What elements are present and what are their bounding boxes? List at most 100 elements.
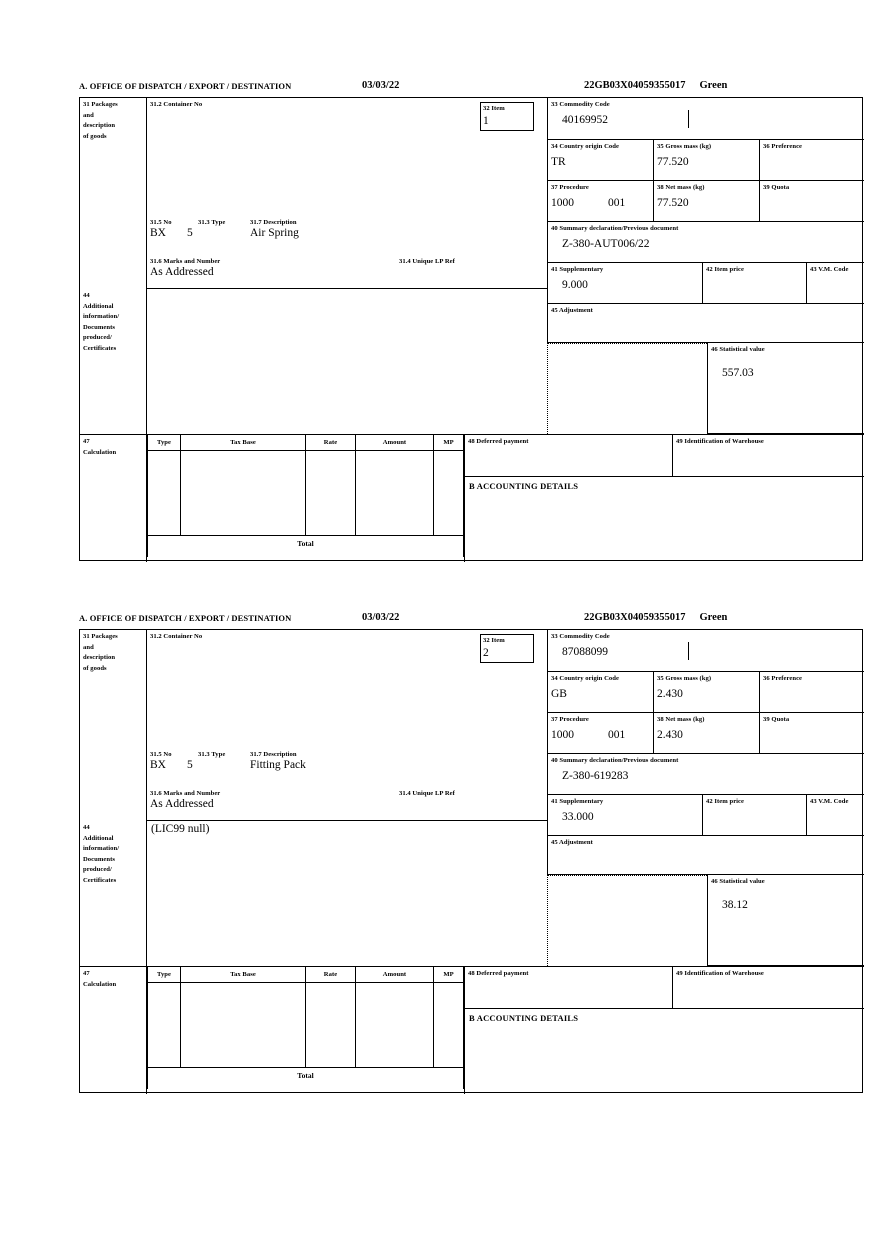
box44-label-line-4: produced/	[83, 334, 112, 341]
calc-cell-rate[interactable]	[306, 983, 356, 1068]
box41-value[interactable]: 33.000	[562, 811, 594, 823]
box44-label-line-4: produced/	[83, 866, 112, 873]
calc-col-header-tax-base: Tax Base	[181, 967, 306, 983]
box42-label: 42 Item price	[706, 266, 745, 273]
box42-item-price: 42 Item price	[703, 263, 807, 304]
box31-label-line-3: of goods	[83, 132, 107, 140]
box41-supplementary: 41 Supplementary 9.000	[547, 263, 703, 304]
box40-value[interactable]: Z-380-AUT006/22	[562, 238, 650, 250]
calc-cell-tax-base[interactable]	[181, 983, 306, 1068]
declaration-date: 03/03/22	[362, 612, 400, 623]
calc-col-header-type: Type	[147, 967, 181, 983]
box45-dotted-top-border	[547, 875, 707, 876]
calc-col-header-type: Type	[147, 435, 181, 451]
box46-statistical-value: 46 Statistical value 38.12	[707, 875, 864, 966]
packages-description-label: 31.7 Description	[250, 219, 297, 226]
box46-value[interactable]: 557.03	[722, 367, 754, 379]
boxB-label: B ACCOUNTING DETAILS	[469, 1013, 579, 1023]
box47-calculation-table: Type Tax Base Rate Amount MP	[147, 434, 464, 562]
packages-type-label: 31.3 Type	[198, 219, 226, 226]
box43-vm-code: 43 V.M. Code	[807, 263, 864, 304]
box44-label-line-2: information/	[83, 313, 120, 320]
box34-value[interactable]: GB	[551, 688, 567, 700]
box35-gross-mass: 35 Gross mass (kg) 2.430	[654, 672, 760, 713]
box44-value[interactable]: (LIC99 null)	[151, 823, 210, 835]
mrn-and-lane: 22GB03X04059355017 Green	[584, 80, 727, 91]
box48-deferred-payment: 48 Deferred payment	[464, 434, 673, 477]
box44-label-line-5: Certificates	[83, 876, 117, 884]
box41-label: 41 Supplementary	[551, 266, 604, 273]
box38-value[interactable]: 77.520	[657, 197, 689, 209]
container-no-label: 31.2 Container No	[150, 101, 203, 108]
box33-divider-tick	[688, 642, 690, 660]
calc-cell-amount[interactable]	[356, 983, 434, 1068]
box31-label-line-0: 31 Packages	[83, 633, 118, 640]
box34-country-origin: 34 Country origin Code TR	[547, 140, 654, 181]
calc-col-header-mp: MP	[434, 967, 464, 983]
calc-cell-mp[interactable]	[434, 451, 464, 536]
box35-value[interactable]: 77.520	[657, 156, 689, 168]
box37-value2[interactable]: 001	[608, 197, 626, 209]
box49-warehouse-identification: 49 Identification of Warehouse	[673, 966, 864, 1009]
calc-cell-rate[interactable]	[306, 451, 356, 536]
box41-value[interactable]: 9.000	[562, 279, 588, 291]
box45-dotted-top-border	[547, 343, 707, 344]
box37-value[interactable]: 1000	[551, 729, 574, 741]
packages-description-value[interactable]: Fitting Pack	[250, 759, 306, 771]
boxB-label: B ACCOUNTING DETAILS	[469, 481, 579, 491]
calc-cell-type[interactable]	[147, 983, 181, 1068]
box47-label-cell: 47 Calculation	[80, 434, 147, 562]
calc-col-header-rate: Rate	[306, 435, 356, 451]
marks-number-value[interactable]: As Addressed	[150, 266, 214, 278]
block-header: A. OFFICE OF DISPATCH / EXPORT / DESTINA…	[79, 612, 863, 629]
box33-commodity-code: 33 Commodity Code 40169952	[547, 98, 864, 140]
box35-label: 35 Gross mass (kg)	[657, 143, 712, 150]
box31-label-line-3: of goods	[83, 664, 107, 672]
box49-label: 49 Identification of Warehouse	[676, 970, 764, 977]
packages-no-value[interactable]: BX	[150, 227, 166, 239]
calc-total-row: Total	[147, 1068, 464, 1089]
packages-type-value[interactable]: 5	[187, 227, 193, 239]
box49-label: 49 Identification of Warehouse	[676, 438, 764, 445]
box38-net-mass: 38 Net mass (kg) 77.520	[654, 181, 760, 222]
box32-value[interactable]: 2	[483, 646, 489, 659]
box38-value[interactable]: 2.430	[657, 729, 683, 741]
box33-value[interactable]: 40169952	[562, 114, 608, 126]
calc-total-row: Total	[147, 536, 464, 557]
calc-cell-tax-base[interactable]	[181, 451, 306, 536]
box40-previous-document: 40 Summary declaration/Previous document…	[547, 222, 864, 263]
box35-value[interactable]: 2.430	[657, 688, 683, 700]
marks-number-value[interactable]: As Addressed	[150, 798, 214, 810]
box44-content	[147, 289, 547, 434]
calc-cell-type[interactable]	[147, 451, 181, 536]
box31-label-line-0: 31 Packages	[83, 101, 118, 108]
box48-label: 48 Deferred payment	[468, 438, 529, 445]
box33-label: 33 Commodity Code	[551, 633, 610, 640]
packages-no-value[interactable]: BX	[150, 759, 166, 771]
box40-label: 40 Summary declaration/Previous document	[551, 757, 679, 764]
packages-type-value[interactable]: 5	[187, 759, 193, 771]
box35-label: 35 Gross mass (kg)	[657, 675, 712, 682]
box32-value[interactable]: 1	[483, 114, 489, 127]
unique-lp-ref-label: 31.4 Unique LP Ref	[399, 790, 455, 797]
box34-label: 34 Country origin Code	[551, 143, 619, 150]
packages-description-value[interactable]: Air Spring	[250, 227, 299, 239]
box37-value2[interactable]: 001	[608, 729, 626, 741]
box43-vm-code: 43 V.M. Code	[807, 795, 864, 836]
calc-cell-amount[interactable]	[356, 451, 434, 536]
container-no-label: 31.2 Container No	[150, 633, 203, 640]
calc-cell-mp[interactable]	[434, 983, 464, 1068]
box33-value[interactable]: 87088099	[562, 646, 608, 658]
declaration-date: 03/03/22	[362, 80, 400, 91]
box42-item-price: 42 Item price	[703, 795, 807, 836]
box34-value[interactable]: TR	[551, 156, 566, 168]
mrn-value: 22GB03X04059355017	[584, 80, 686, 91]
box40-value[interactable]: Z-380-619283	[562, 770, 629, 782]
box46-value[interactable]: 38.12	[722, 899, 748, 911]
box37-procedure: 37 Procedure 1000 001	[547, 713, 654, 754]
box41-supplementary: 41 Supplementary 33.000	[547, 795, 703, 836]
box37-procedure: 37 Procedure 1000 001	[547, 181, 654, 222]
box37-value[interactable]: 1000	[551, 197, 574, 209]
box31-label-cell: 31 Packages and description of goods	[80, 98, 147, 289]
box38-net-mass: 38 Net mass (kg) 2.430	[654, 713, 760, 754]
